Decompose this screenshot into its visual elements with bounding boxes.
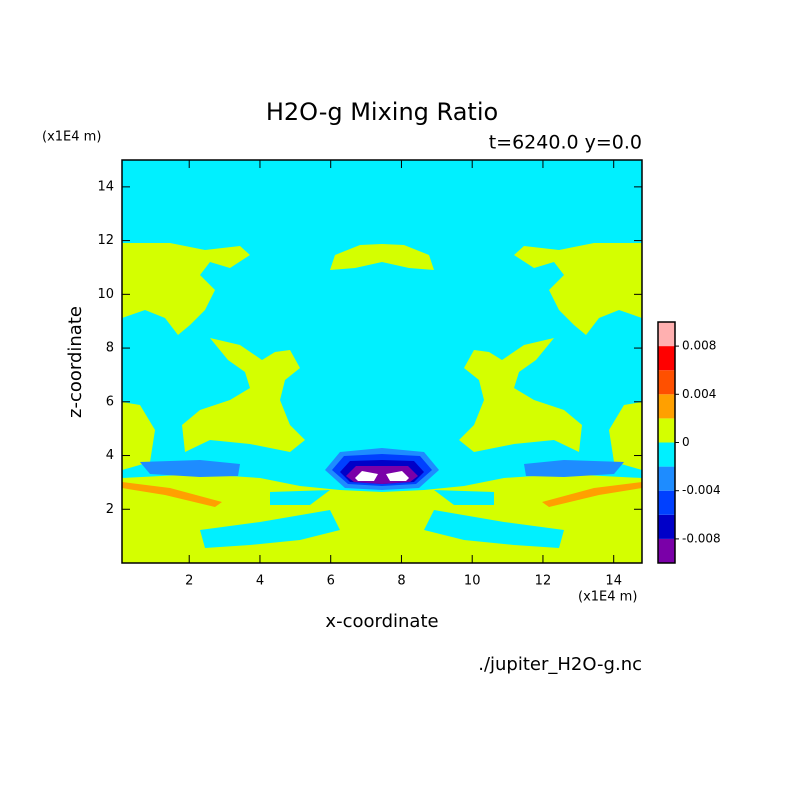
region (122, 243, 250, 335)
colorbar-box (658, 394, 675, 419)
region-hole (386, 471, 409, 481)
y-unit: (x1E4 m) (42, 130, 101, 145)
region (524, 460, 624, 477)
region-group (382, 243, 642, 563)
colorbar-box (658, 346, 675, 371)
colorbar-box (658, 418, 675, 443)
region (514, 243, 642, 335)
x-tick-label: 10 (464, 574, 481, 589)
y-axis-label: z-coordinate (65, 306, 86, 418)
colorbar-box (658, 490, 675, 515)
region (122, 402, 155, 470)
colorbar-tick-label: 0 (682, 435, 690, 449)
colorbar-tick-label: -0.004 (682, 483, 721, 497)
colorbar-box (658, 322, 675, 347)
region (459, 338, 582, 452)
x-tick-label: 6 (327, 574, 335, 589)
region (382, 244, 434, 270)
region (200, 510, 340, 548)
colorbar-box (658, 370, 675, 395)
colorbar-tick-label: -0.008 (682, 531, 721, 545)
x-tick-label: 12 (535, 574, 552, 589)
x-axis-label: x-coordinate (325, 611, 438, 632)
y-tick-label: 2 (106, 502, 114, 517)
y-tick-label: 4 (106, 448, 114, 463)
colorbar-box (658, 442, 675, 467)
region (270, 490, 330, 505)
colorbar-box (658, 514, 675, 539)
chart-title: H2O-g Mixing Ratio (266, 98, 498, 126)
colorbar-box (658, 466, 675, 491)
x-tick-label: 2 (185, 574, 193, 589)
plot-frame (121, 159, 643, 564)
source-label: ./jupiter_H2O-g.nc (478, 654, 642, 675)
colorbar-tick-label: 0.008 (682, 339, 716, 353)
y-tick-label: 6 (106, 394, 114, 409)
region (424, 510, 564, 548)
region (122, 482, 222, 507)
y-tick-label: 8 (106, 341, 114, 356)
colorbar-tick-label: 0.004 (682, 387, 716, 401)
subtitle: t=6240.0 y=0.0 (489, 132, 642, 154)
region (542, 482, 642, 507)
region (330, 244, 382, 270)
y-tick-label: 10 (97, 287, 114, 302)
contour-field (122, 160, 642, 563)
region (434, 490, 494, 505)
region-group (122, 243, 382, 563)
colorbar-box (658, 538, 675, 563)
x-tick-label: 4 (256, 574, 264, 589)
region (182, 338, 305, 452)
y-tick-label: 14 (97, 179, 114, 194)
y-tick-label: 12 (97, 233, 114, 248)
region (609, 402, 642, 470)
x-tick-label: 14 (605, 574, 622, 589)
region (140, 460, 240, 477)
x-tick-label: 8 (397, 574, 405, 589)
x-unit: (x1E4 m) (578, 590, 637, 605)
region-hole (355, 471, 378, 481)
